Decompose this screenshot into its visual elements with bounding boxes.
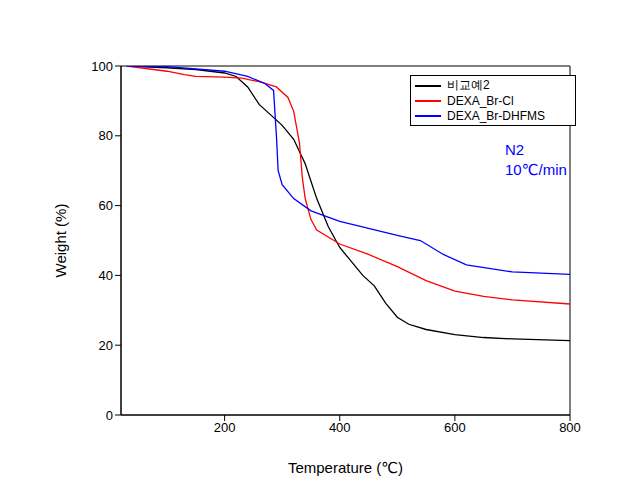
html-text:10℃/min: 10℃/min [505, 161, 567, 178]
svg-text:60: 60 [99, 198, 113, 213]
svg-text:Temperature (℃): Temperature (℃) [288, 459, 403, 476]
svg-text:20: 20 [99, 338, 113, 353]
svg-text:800: 800 [559, 420, 581, 435]
svg-text:400: 400 [329, 420, 351, 435]
svg-text:80: 80 [99, 128, 113, 143]
svg-text:0: 0 [106, 408, 113, 423]
html-text:N2: N2 [505, 141, 525, 158]
svg-text:600: 600 [444, 420, 466, 435]
html-text:DEXA_Br-Cl: DEXA_Br-Cl [447, 93, 514, 108]
html-text:DEXA_Br-DHFMS: DEXA_Br-DHFMS [447, 108, 545, 123]
svg-text:100: 100 [91, 59, 113, 74]
svg-text:40: 40 [99, 268, 113, 283]
svg-text:Weight (%): Weight (%) [52, 204, 69, 278]
svg-text:200: 200 [214, 420, 236, 435]
html-text:비교예2: 비교예2 [447, 78, 490, 92]
